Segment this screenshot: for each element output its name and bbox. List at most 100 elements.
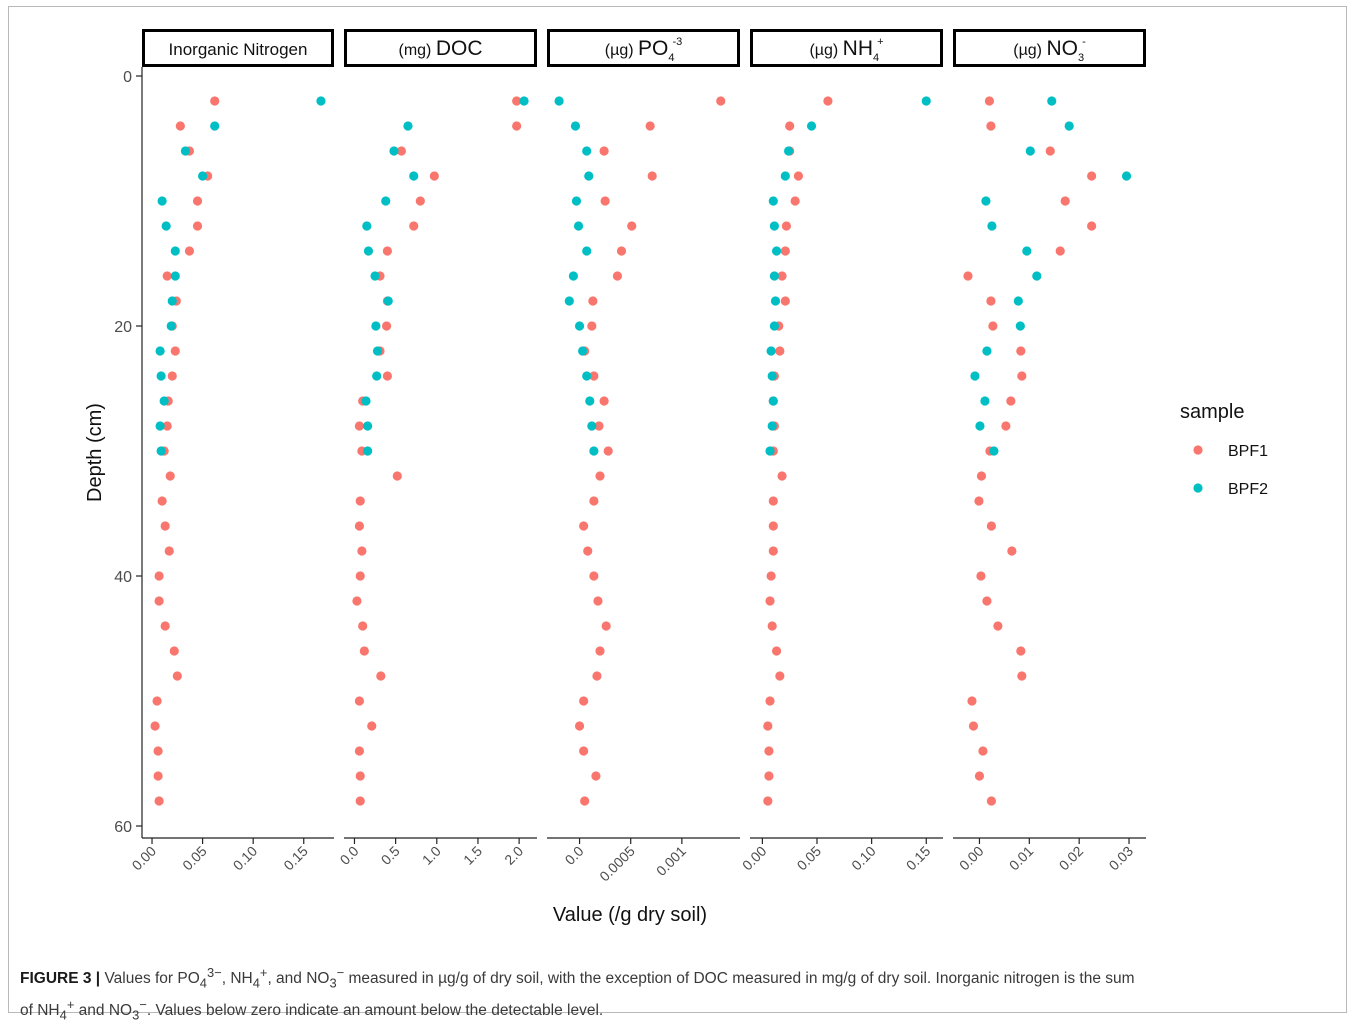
data-point-bpf1 [150, 721, 160, 731]
data-point-bpf1 [175, 121, 185, 131]
x-tick-label: 0.0 [562, 843, 587, 868]
panel-3: (µg) PO4-3 0.0 0.0005 0.001 [547, 29, 740, 885]
data-point-bpf2 [767, 371, 777, 381]
data-point-bpf1 [589, 496, 599, 506]
data-point-bpf1 [192, 196, 203, 206]
data-point-bpf2 [363, 246, 374, 256]
data-point-bpf1 [988, 321, 998, 331]
legend: sample BPF1 BPF2 [1180, 401, 1268, 498]
data-point-bpf1 [184, 246, 195, 256]
data-point-bpf1 [978, 746, 988, 756]
data-point-bpf2 [409, 171, 419, 181]
data-point-bpf1 [984, 96, 995, 106]
data-point-bpf1 [192, 221, 203, 231]
data-point-bpf1 [764, 771, 774, 781]
data-point-bpf1 [974, 771, 985, 781]
data-point-bpf2 [1064, 121, 1074, 131]
data-point-bpf2 [578, 346, 588, 356]
x-tick-label: 0.0005 [596, 843, 638, 885]
data-point-bpf1 [154, 796, 164, 806]
data-point-bpf1 [781, 221, 792, 231]
data-point-bpf1 [359, 646, 369, 656]
data-point-bpf1 [376, 671, 386, 681]
data-point-bpf2 [771, 246, 782, 256]
panel-4: (µg) NH4+ 0.00 0.05 0.10 0.15 [739, 29, 943, 874]
data-point-bpf2 [1015, 321, 1025, 331]
data-point-bpf1 [993, 621, 1003, 631]
data-point-bpf2 [197, 171, 208, 181]
data-point-bpf1 [775, 671, 785, 681]
data-point-bpf1 [354, 421, 365, 431]
data-point-bpf2 [372, 346, 383, 356]
data-point-bpf2 [767, 421, 777, 431]
facet-title: Inorganic Nitrogen [169, 40, 308, 59]
data-point-bpf1 [976, 471, 987, 481]
data-point-bpf1 [1007, 546, 1017, 556]
data-point-bpf2 [159, 396, 169, 406]
data-point-bpf1 [594, 421, 604, 431]
facet-strip [953, 29, 1146, 67]
data-point-bpf2 [156, 371, 166, 381]
data-point-bpf2 [389, 146, 399, 156]
data-point-bpf2 [1032, 271, 1042, 281]
data-point-bpf1 [160, 521, 170, 531]
data-point-bpf2 [989, 446, 999, 456]
data-point-bpf1 [357, 546, 367, 556]
data-point-bpf1 [780, 296, 790, 306]
data-point-bpf1 [152, 696, 162, 706]
data-point-bpf1 [355, 571, 365, 581]
data-point-bpf1 [986, 121, 996, 131]
data-point-bpf1 [645, 121, 655, 131]
data-point-bpf2 [370, 271, 380, 281]
x-tick-label: 0.00 [129, 843, 160, 874]
data-point-bpf2 [568, 271, 579, 281]
data-point-bpf1 [593, 596, 603, 606]
data-point-bpf1 [1016, 646, 1026, 656]
data-point-bpf1 [392, 471, 402, 481]
data-point-bpf1 [588, 296, 598, 306]
x-tick-label: 0.001 [653, 843, 689, 879]
data-point-bpf2 [582, 246, 592, 256]
data-point-bpf1 [627, 221, 637, 231]
x-tick-label: 0.15 [280, 843, 311, 874]
x-tick-label: 0.15 [903, 843, 934, 874]
y-tick-label: 60 [114, 819, 132, 836]
data-point-bpf1 [767, 621, 777, 631]
data-point-bpf2 [981, 196, 991, 206]
data-point-bpf1 [164, 546, 174, 556]
data-point-bpf1 [595, 471, 605, 481]
data-point-bpf2 [156, 446, 166, 456]
data-point-bpf2 [157, 196, 167, 206]
data-point-bpf1 [153, 771, 163, 781]
data-point-bpf1 [579, 521, 589, 531]
data-point-bpf1 [768, 496, 778, 506]
data-point-bpf2 [403, 121, 413, 131]
data-point-bpf1 [793, 171, 804, 181]
data-point-bpf2 [1022, 246, 1032, 256]
x-tick-label: 0.01 [1006, 843, 1037, 874]
x-tick-label: 0.03 [1106, 843, 1137, 874]
legend-label-bpf2: BPF2 [1228, 481, 1268, 498]
data-point-bpf1 [154, 596, 164, 606]
data-point-bpf1 [766, 571, 776, 581]
data-point-bpf2 [589, 446, 599, 456]
data-point-bpf1 [580, 796, 590, 806]
data-point-bpf2 [980, 396, 990, 406]
data-point-bpf1 [976, 571, 986, 581]
data-point-bpf1 [780, 246, 790, 256]
panel-5: (µg) NO3- 0.00 0.01 0.02 0.03 [953, 29, 1146, 874]
x-tick-label: 0.02 [1056, 843, 1087, 874]
data-point-bpf2 [921, 96, 931, 106]
data-point-bpf2 [770, 296, 781, 306]
data-point-bpf1 [579, 696, 589, 706]
data-point-bpf2 [180, 146, 191, 156]
data-point-bpf1 [579, 746, 589, 756]
data-point-bpf1 [790, 196, 800, 206]
data-point-bpf2 [769, 321, 779, 331]
data-point-bpf2 [1047, 96, 1057, 106]
figure-caption: FIGURE 3 | Values for PO43−, NH4+, and N… [20, 965, 1135, 1023]
data-point-bpf1 [415, 196, 425, 206]
data-point-bpf1 [601, 621, 611, 631]
data-point-bpf1 [1017, 671, 1027, 681]
